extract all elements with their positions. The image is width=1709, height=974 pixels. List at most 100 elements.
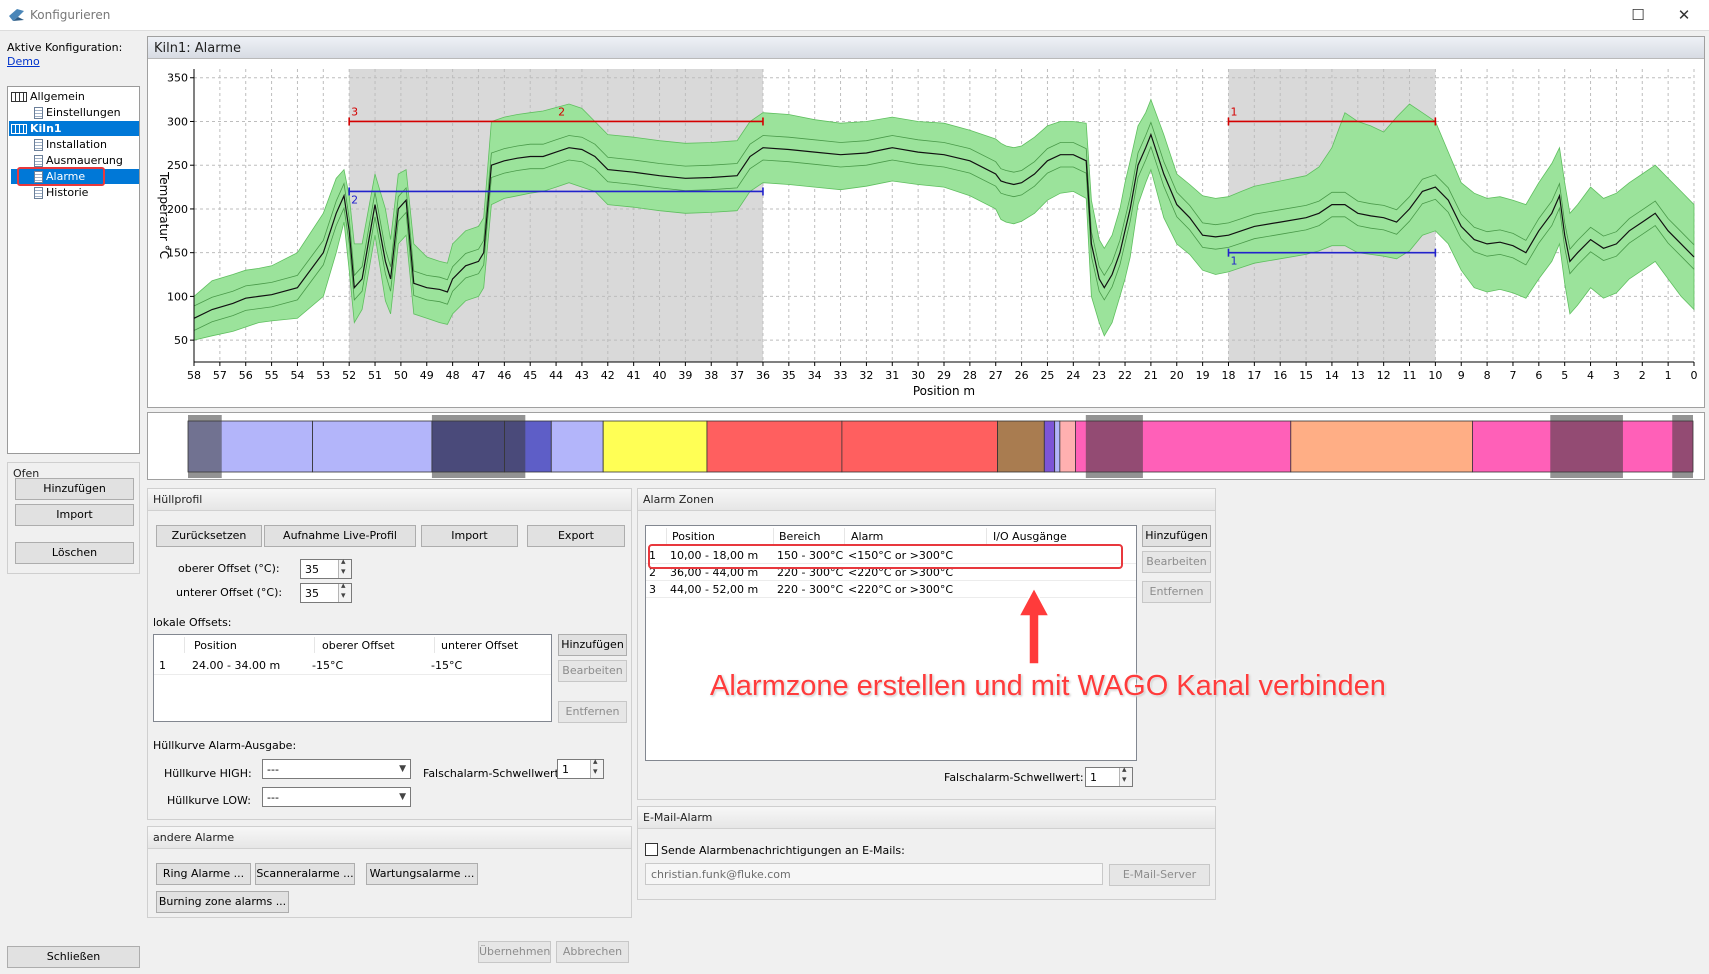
tree-item-installation[interactable]: Installation — [34, 137, 107, 152]
alarm-zones-table[interactable]: Position Bereich Alarm I/O Ausgänge 1 10… — [645, 525, 1137, 761]
x-tick-label: 28 — [963, 369, 977, 382]
y-tick-label: 100 — [167, 290, 188, 303]
profile-export-button[interactable]: Export — [527, 525, 625, 547]
zone-bar[interactable] — [147, 412, 1705, 480]
spin-arrows-icon[interactable] — [338, 581, 351, 602]
x-tick-label: 25 — [1040, 369, 1054, 382]
upper-offset-stepper[interactable]: 35 — [300, 557, 352, 579]
x-tick-label: 23 — [1092, 369, 1106, 382]
ring-alarms-button[interactable]: Ring Alarme ... — [156, 863, 251, 885]
column-header[interactable]: I/O Ausgänge — [993, 530, 1067, 543]
burning-zone-alarms-button[interactable]: Burning zone alarms ... — [156, 891, 289, 913]
local-edit-button[interactable]: Bearbeiten — [558, 660, 627, 682]
tree-item-historie[interactable]: Historie — [34, 185, 88, 200]
lower-offset-stepper[interactable]: 35 — [300, 581, 352, 603]
record-live-profile-button[interactable]: Aufnahme Live-Profil — [264, 525, 416, 547]
column-header[interactable]: Bereich — [779, 530, 821, 543]
zone-bar-graphic — [187, 415, 1694, 478]
send-email-checkbox[interactable] — [645, 843, 658, 856]
config-tree[interactable]: Allgemein Einstellungen Kiln1 Installati… — [7, 86, 140, 454]
email-address-field[interactable]: christian.funk@fluke.com — [645, 863, 1103, 885]
threshold-label: 1 — [1230, 255, 1237, 268]
table-icon — [11, 92, 27, 102]
x-tick-label: 38 — [704, 369, 718, 382]
column-header[interactable]: Position — [194, 639, 237, 652]
column-header[interactable]: Position — [672, 530, 715, 543]
x-tick-label: 49 — [420, 369, 434, 382]
x-tick-label: 14 — [1325, 369, 1339, 382]
tree-item-label: Allgemein — [30, 90, 85, 103]
email-server-button[interactable]: E-Mail-Server — [1109, 864, 1210, 886]
y-tick-label: 300 — [167, 115, 188, 128]
email-address-value: christian.funk@fluke.com — [651, 868, 791, 881]
zone-block — [997, 420, 1045, 473]
maintenance-alarms-button[interactable]: Wartungsalarme ... — [366, 863, 478, 885]
table-row[interactable]: 2 36,00 - 44,00 m 220 - 300°C <220°C or … — [646, 564, 1136, 581]
active-config-link[interactable]: Demo — [7, 55, 40, 68]
tree-item-alarme[interactable]: Alarme — [11, 169, 139, 184]
spin-arrows-icon[interactable] — [590, 757, 603, 778]
local-remove-button[interactable]: Entfernen — [558, 701, 627, 723]
tree-item-einstellungen[interactable]: Einstellungen — [34, 105, 121, 120]
x-tick-label: 35 — [782, 369, 796, 382]
page-icon — [34, 187, 43, 199]
ofen-add-button[interactable]: Hinzufügen — [15, 478, 134, 500]
upper-offset-label: oberer Offset (°C): — [178, 562, 280, 575]
tree-item-allgemein[interactable]: Allgemein — [11, 89, 85, 104]
spin-arrows-icon[interactable] — [1119, 765, 1132, 786]
zone-edit-button[interactable]: Bearbeiten — [1142, 551, 1211, 573]
annotation-text: Alarmzone erstellen und mit WAGO Kanal v… — [710, 670, 1386, 702]
threshold-label: 2 — [351, 193, 358, 206]
x-tick-label: 8 — [1484, 369, 1491, 382]
x-tick-label: 41 — [627, 369, 641, 382]
zone-block — [312, 420, 433, 473]
false-alarm-threshold-stepper[interactable]: 1 — [557, 757, 604, 779]
reset-button[interactable]: Zurücksetzen — [156, 525, 262, 547]
column-header[interactable]: unterer Offset — [441, 639, 519, 652]
x-tick-label: 56 — [239, 369, 253, 382]
x-tick-label: 6 — [1535, 369, 1542, 382]
annotation-arrow-icon — [1017, 586, 1051, 665]
apply-button[interactable]: Übernehmen — [478, 941, 551, 963]
table-row[interactable]: 1 24.00 - 34.00 m -15°C -15°C — [154, 655, 551, 675]
column-header[interactable]: oberer Offset — [322, 639, 395, 652]
zone-remove-button[interactable]: Entfernen — [1142, 581, 1211, 603]
x-tick-label: 44 — [549, 369, 563, 382]
spin-arrows-icon[interactable] — [338, 557, 351, 578]
scanner-alarms-button[interactable]: Scanneralarme ... — [255, 863, 355, 885]
tree-item-ausmauerung[interactable]: Ausmauerung — [34, 153, 123, 168]
page-icon — [34, 171, 43, 183]
alarm-zones-title: Alarm Zonen — [643, 493, 714, 506]
profile-import-button[interactable]: Import — [421, 525, 518, 547]
local-offsets-table[interactable]: Position oberer Offset unterer Offset 1 … — [153, 634, 552, 722]
x-tick-label: 45 — [523, 369, 537, 382]
x-tick-label: 19 — [1196, 369, 1210, 382]
close-button[interactable]: Schließen — [7, 946, 140, 968]
zone-overlay — [188, 415, 222, 478]
x-tick-label: 4 — [1587, 369, 1594, 382]
threshold-label: 1 — [1230, 105, 1237, 118]
column-header[interactable]: Alarm — [851, 530, 884, 543]
tree-item-kiln1[interactable]: Kiln1 — [9, 121, 139, 136]
x-tick-label: 33 — [834, 369, 848, 382]
maximize-icon[interactable]: ☐ — [1631, 6, 1645, 24]
cancel-button[interactable]: Abbrechen — [556, 941, 629, 963]
column-divider — [773, 528, 774, 544]
local-add-button[interactable]: Hinzufügen — [558, 634, 627, 656]
ofen-delete-button[interactable]: Löschen — [15, 542, 134, 564]
ofen-group: Ofen Hinzufügen Import Löschen — [7, 462, 140, 574]
tree-item-label: Ausmauerung — [46, 154, 123, 167]
envelope-high-select[interactable]: --- ▼ — [262, 759, 411, 779]
table-row[interactable]: 1 10,00 - 18,00 m 150 - 300°C <150°C or … — [646, 547, 1136, 564]
table-row[interactable]: 3 44,00 - 52,00 m 220 - 300°C <220°C or … — [646, 581, 1136, 598]
envelope-alarm-output-label: Hüllkurve Alarm-Ausgabe: — [153, 739, 297, 752]
x-tick-label: 48 — [446, 369, 460, 382]
envelope-low-select[interactable]: --- ▼ — [262, 787, 411, 807]
x-tick-label: 1 — [1665, 369, 1672, 382]
tree-item-label: Installation — [46, 138, 107, 151]
close-icon[interactable]: ✕ — [1677, 6, 1691, 24]
zone-false-alarm-stepper[interactable]: 1 — [1085, 765, 1133, 787]
ofen-import-button[interactable]: Import — [15, 504, 134, 526]
zone-add-button[interactable]: Hinzufügen — [1142, 525, 1211, 547]
